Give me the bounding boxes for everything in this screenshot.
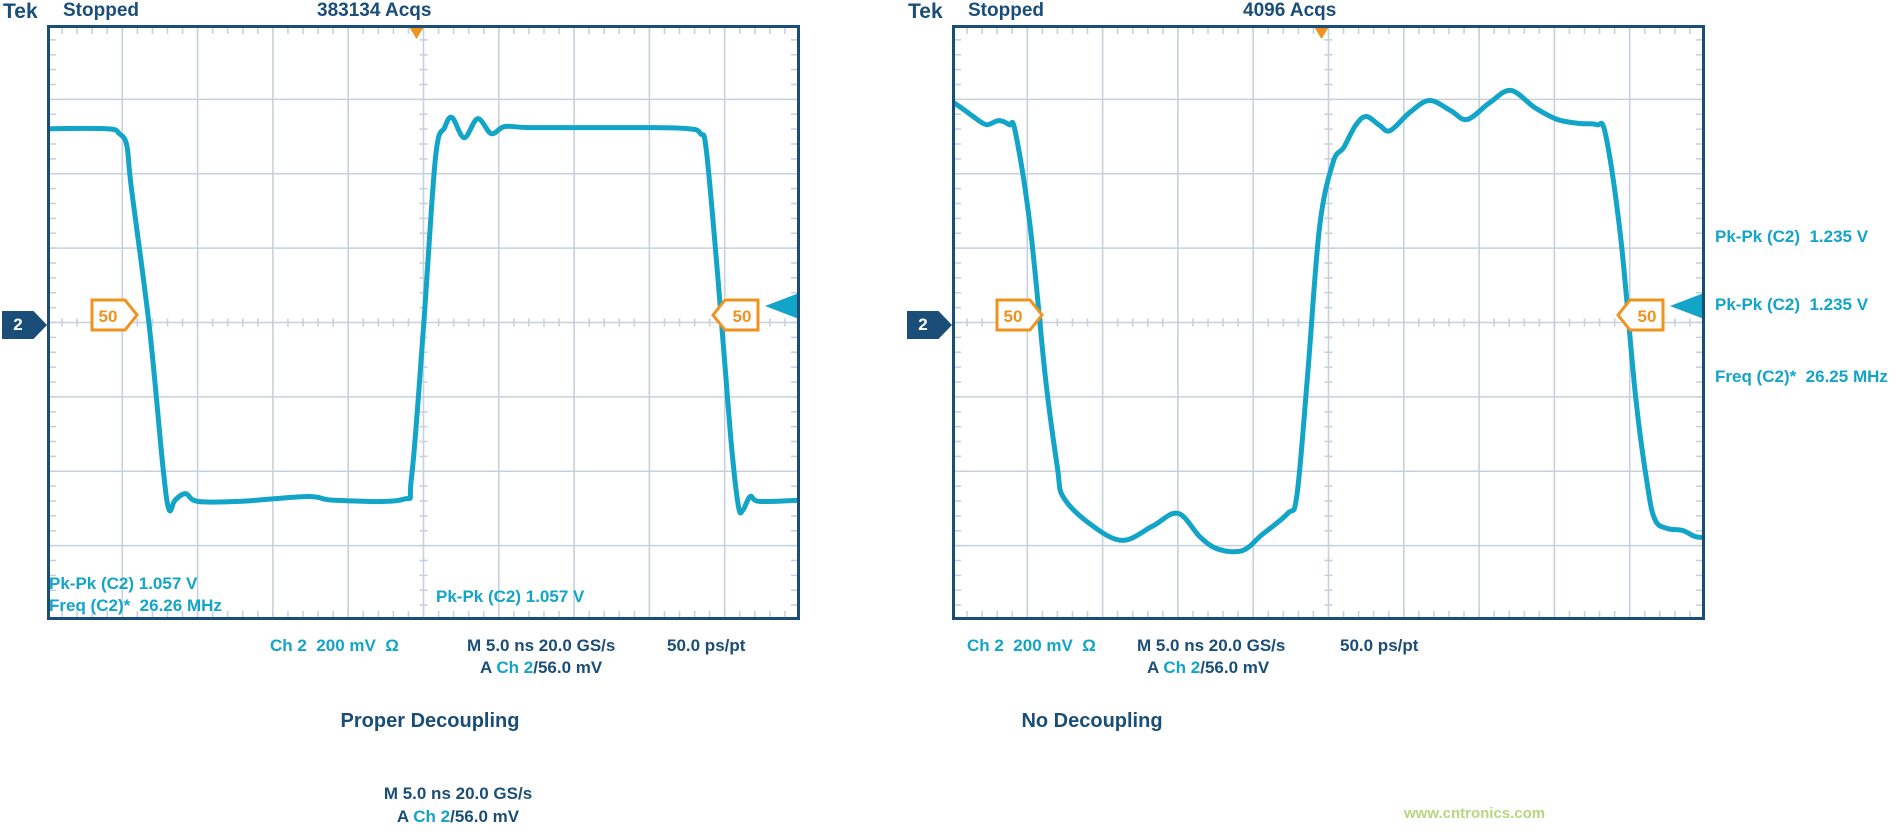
trigger-level-label: 50	[99, 307, 118, 326]
resolution-readout: 50.0 ps/pt	[1340, 636, 1419, 655]
trigger-mode: A	[480, 658, 497, 677]
channel-2-waveform	[47, 114, 800, 516]
channel-2-waveform	[952, 87, 1705, 555]
trigger-level-label: 50	[1638, 307, 1657, 326]
site-watermark: www.cntronics.com	[1404, 805, 1546, 822]
measurement-pkpk: Pk-Pk (C2) 1.057 V	[49, 574, 198, 593]
trigger-mode: A	[396, 807, 414, 826]
tek-logo: Tek	[3, 0, 38, 23]
channel-2-badge: 2	[2, 311, 47, 339]
acquisition-count: 4096 Acqs	[1243, 0, 1337, 21]
acquisition-count: 383134 Acqs	[317, 0, 432, 21]
measurement-pkpk-2: Pk-Pk (C2) 1.057 V	[436, 587, 585, 606]
timebase-readout: M 5.0 ns 20.0 GS/s	[467, 636, 616, 655]
trigger-level-marker	[711, 298, 760, 332]
trigger-source: Ch 2	[1163, 658, 1201, 677]
trigger-level: /56.0 mV	[533, 658, 603, 677]
trigger-level-arrow	[765, 293, 799, 319]
footer-trigger: A Ch 2/56.0 mV	[397, 807, 519, 827]
scope-capture-right: Tek Stopped 4096 Acqs 2 50 50 Pk-Pk (C2) …	[905, 0, 1903, 770]
trigger-position-marker	[408, 25, 425, 39]
trigger-level-label: 50	[1004, 307, 1023, 326]
trigger-level: /56.0 mV	[1200, 658, 1270, 677]
resolution-readout: 50.0 ps/pt	[667, 636, 746, 655]
channel-scale-readout: Ch 2 200 mV Ω	[270, 636, 399, 655]
graticule-border	[47, 25, 800, 620]
trigger-level-marker	[1616, 298, 1665, 332]
trigger-level-marker	[995, 298, 1044, 332]
trigger-source: Ch 2	[496, 658, 534, 677]
trigger-position-marker	[1313, 25, 1330, 39]
tek-logo: Tek	[908, 0, 943, 23]
trigger-level-arrow	[1670, 293, 1704, 319]
trigger-level: /56.0 mV	[450, 807, 520, 826]
waveform-plot: 50 50	[47, 25, 800, 620]
trigger-readout: A Ch 2/56.0 mV	[1147, 658, 1269, 678]
timebase-readout: M 5.0 ns 20.0 GS/s	[1137, 636, 1286, 655]
measurement-freq: Freq (C2)* 26.26 MHz	[49, 596, 222, 615]
trigger-readout: A Ch 2/56.0 mV	[480, 658, 602, 678]
caption-proper-decoupling: Proper Decoupling	[340, 710, 520, 732]
channel-2-badge: 2	[907, 311, 952, 339]
acquisition-status: Stopped	[968, 0, 1044, 21]
measurement-pkpk-2: Pk-Pk (C2) 1.235 V	[1715, 295, 1869, 314]
trigger-mode: A	[1147, 658, 1164, 677]
acquisition-status: Stopped	[63, 0, 139, 21]
channel-scale-readout: Ch 2 200 mV Ω	[967, 636, 1096, 655]
measurement-freq: Freq (C2)* 26.25 MHz	[1715, 367, 1888, 386]
waveform-plot: 50 50	[952, 25, 1705, 620]
scope-capture-left: Tek Stopped 383134 Acqs 2 50 50 Pk-Pk (C2…	[0, 0, 905, 770]
graticule-border	[952, 25, 1705, 620]
footer-timebase: M 5.0 ns 20.0 GS/s	[383, 784, 533, 803]
trigger-source: Ch 2	[413, 807, 451, 826]
trigger-level-marker	[90, 298, 139, 332]
caption-no-decoupling: No Decoupling	[1021, 710, 1163, 732]
trigger-level-label: 50	[733, 307, 752, 326]
measurement-pkpk: Pk-Pk (C2) 1.235 V	[1715, 227, 1869, 246]
